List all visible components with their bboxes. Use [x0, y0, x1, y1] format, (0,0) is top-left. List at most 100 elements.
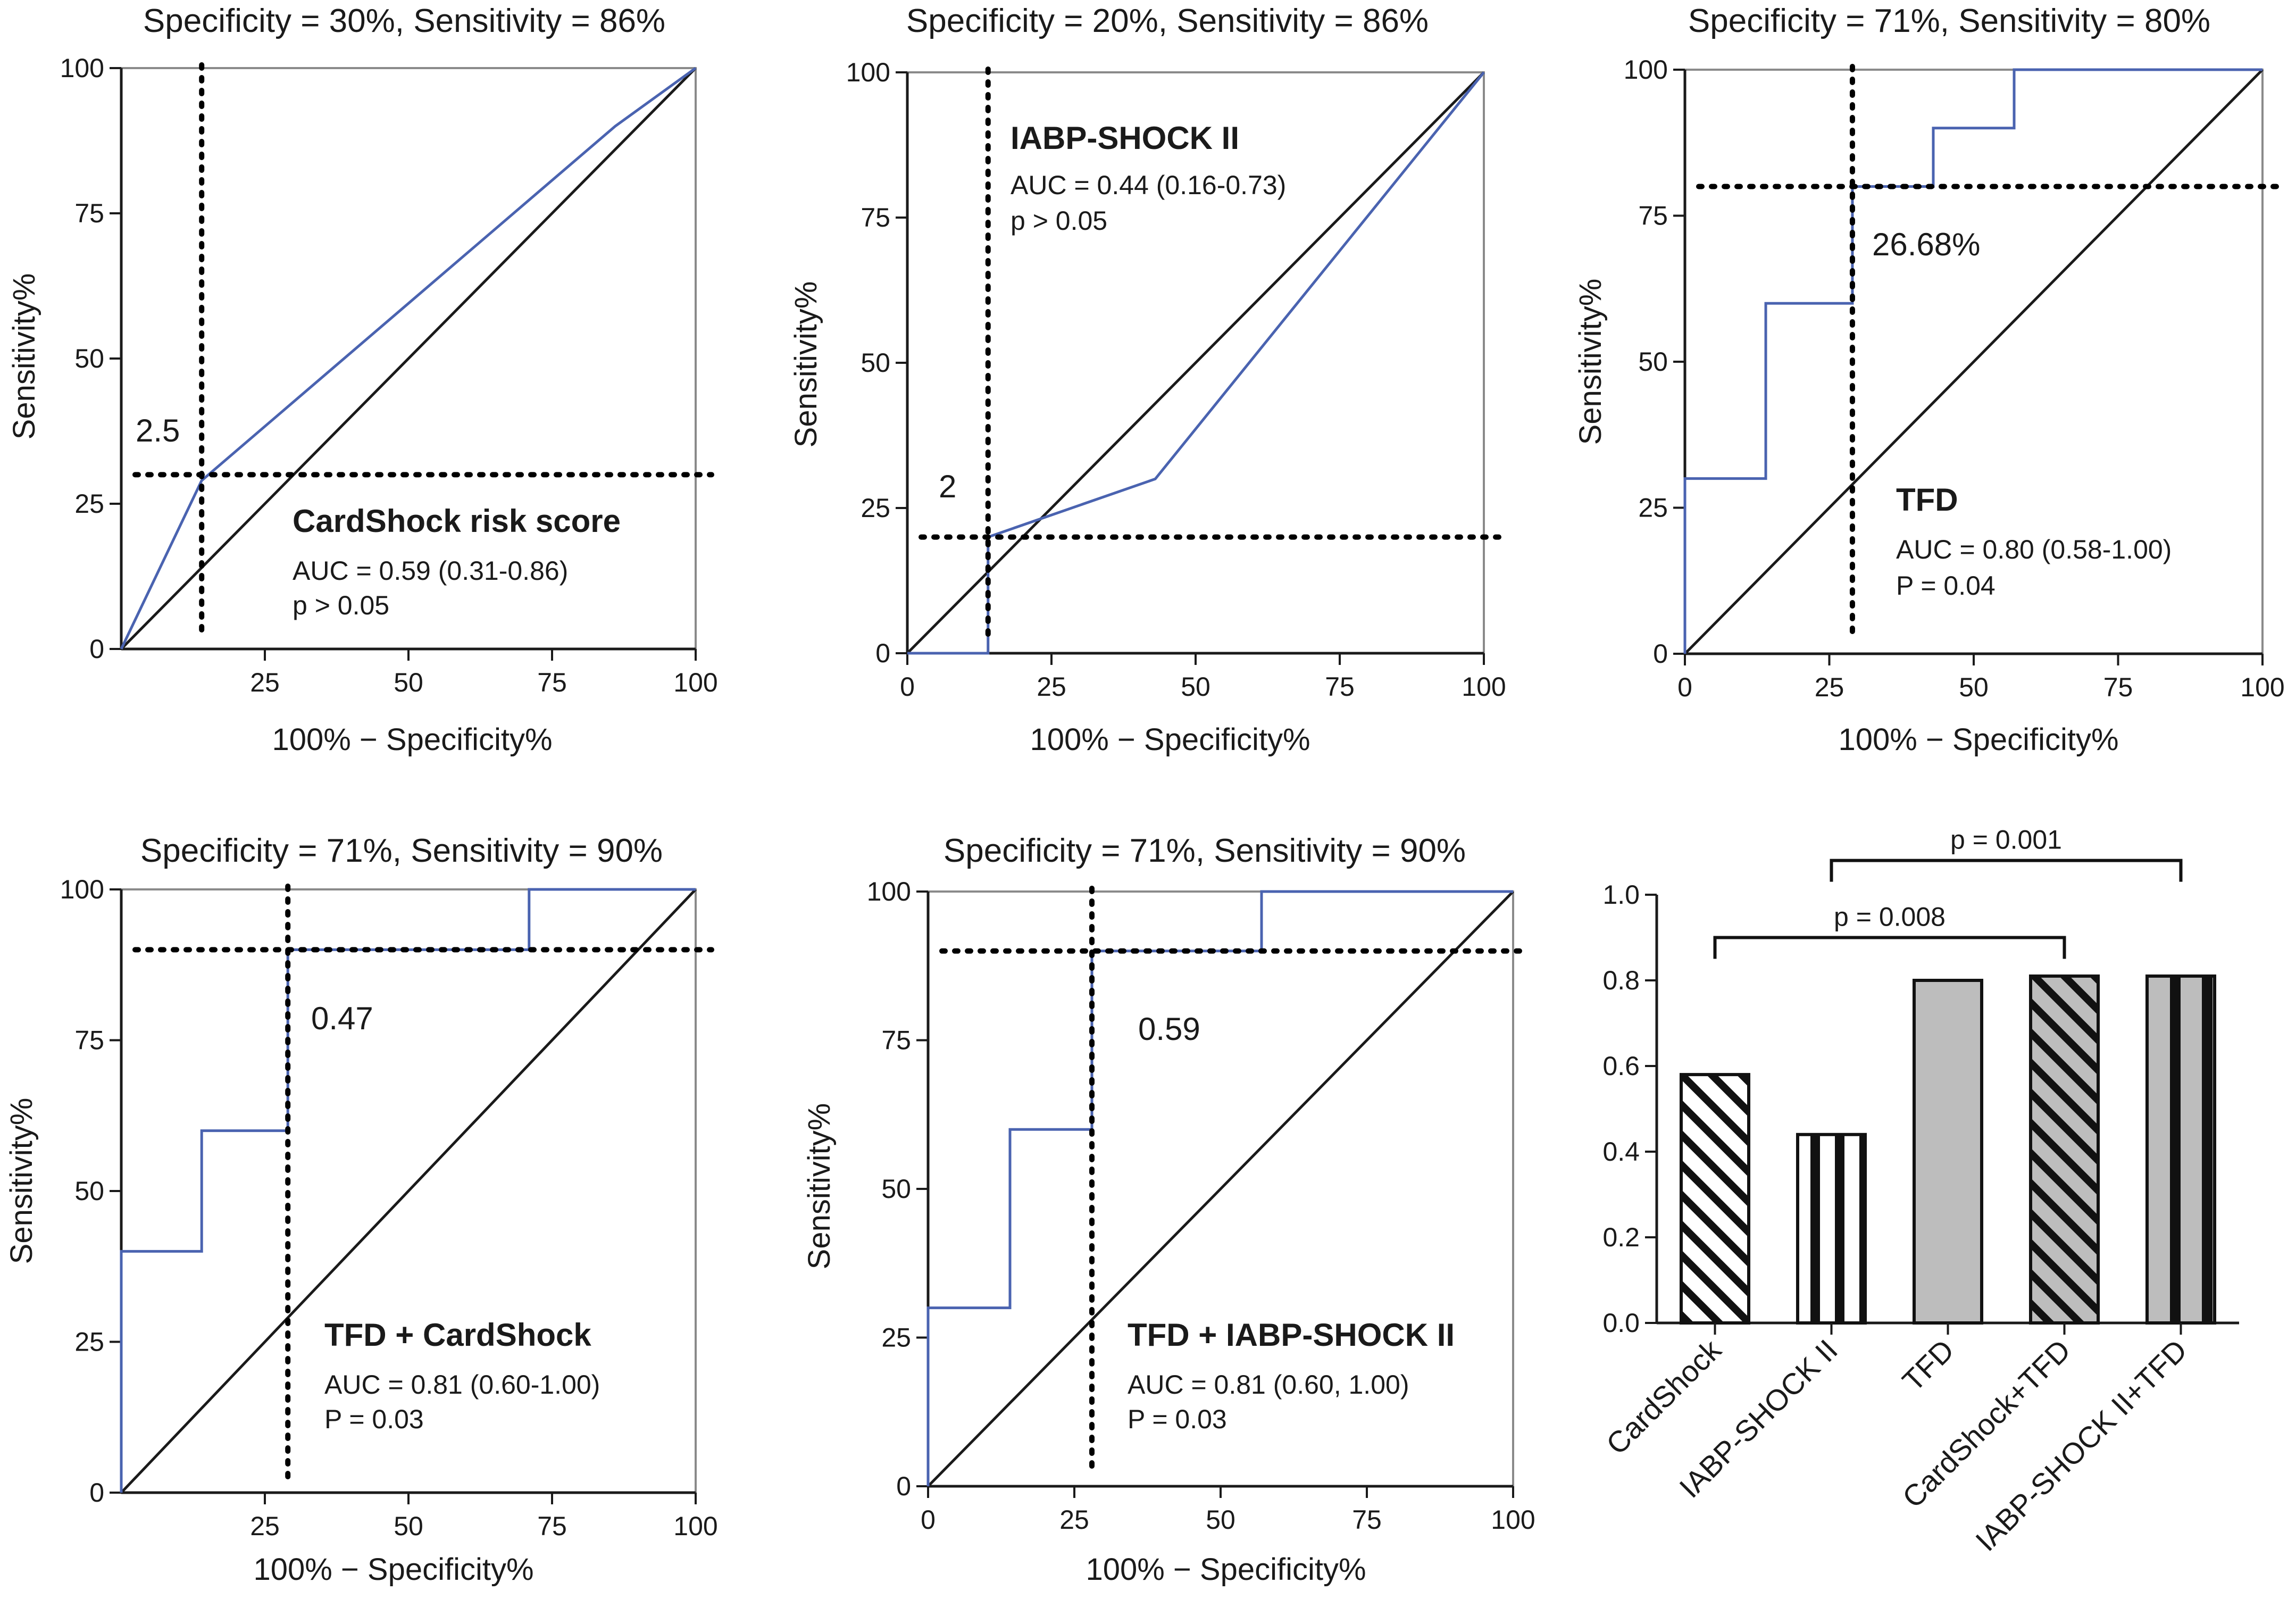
- x-tick-label: 25: [250, 1511, 280, 1541]
- auc-bar-chart: 0.0 0.2 0.4 0.6 0.8 1.0 CardShock IABP-SHOCK II…: [1600, 825, 2239, 1558]
- x-tick-label: 75: [537, 668, 567, 697]
- x-tick-label: 75: [537, 1511, 567, 1541]
- bar: [1679, 1073, 1751, 1325]
- bar: [2145, 974, 2217, 1325]
- y-tick-label: 50: [881, 1174, 911, 1204]
- x-tick-label: 25: [1037, 672, 1066, 702]
- reference-diagonal: [906, 71, 1485, 654]
- y-tick-label: 50: [74, 1176, 104, 1206]
- cutoff-label: 2.5: [136, 413, 180, 448]
- y-tick-label: 25: [1638, 493, 1668, 523]
- panel-name: TFD: [1896, 482, 1958, 518]
- p-value-label: p > 0.05: [293, 590, 389, 620]
- y-axis-label: Sensitivity%: [7, 273, 41, 440]
- reference-diagonal: [120, 888, 697, 1494]
- p-value-label: p > 0.05: [1011, 206, 1107, 236]
- p-value-label: p = 0.001: [1950, 825, 2062, 855]
- x-tick-label: 50: [1206, 1505, 1235, 1535]
- y-tick-label: 50: [74, 344, 104, 373]
- category-label: IABP-SHOCK II+TFD: [1969, 1333, 2193, 1558]
- x-tick-label: 25: [1815, 672, 1844, 702]
- x-tick-label: 0: [921, 1505, 936, 1535]
- y-tick-label: 0: [1653, 639, 1668, 669]
- y-tick-label: 50: [1638, 347, 1668, 377]
- x-axis-label: 100% − Specificity%: [1030, 722, 1310, 757]
- roc-panel-tfd: Specificity = 71%, Sensitivity = 80% 0 25…: [1573, 3, 2285, 757]
- cutoff-label: 0.47: [311, 1001, 373, 1036]
- reference-diagonal: [1684, 69, 2264, 655]
- y-tick-label: 75: [861, 203, 890, 232]
- x-tick-label: 50: [1181, 672, 1210, 702]
- y-tick-label: 0: [89, 634, 104, 664]
- bar: [1912, 979, 1984, 1325]
- y-tick-label: 50: [861, 348, 890, 378]
- x-tick-label: 50: [394, 668, 423, 697]
- y-tick-label: 1.0: [1602, 880, 1640, 910]
- cutoff-label: 0.59: [1138, 1011, 1200, 1047]
- panel-title: Specificity = 71%, Sensitivity = 90%: [140, 832, 663, 869]
- x-axis-label: 100% − Specificity%: [1838, 722, 2118, 757]
- panel-name: TFD + IABP-SHOCK II: [1128, 1317, 1455, 1353]
- y-tick-label: 0.8: [1602, 965, 1640, 995]
- x-tick-label: 0: [1677, 672, 1692, 702]
- y-tick-label: 75: [74, 198, 104, 228]
- plot-area: 0 25 50 75 100 25 50 75 100: [60, 875, 718, 1541]
- roc-panel-iabp: Specificity = 20%, Sensitivity = 86% 025…: [789, 3, 1506, 757]
- x-tick-label: 25: [250, 668, 280, 697]
- x-tick-label: 75: [1352, 1505, 1382, 1535]
- y-tick-label: 100: [846, 57, 890, 87]
- y-tick-label: 75: [881, 1026, 911, 1055]
- y-axis-label: Sensitivity%: [802, 1103, 837, 1270]
- plot-area: 0 25 50 75 100 0 25 50 75 100: [846, 57, 1506, 702]
- x-tick-label: 100: [673, 668, 717, 697]
- x-tick-label: 100: [1491, 1505, 1535, 1535]
- y-tick-label: 100: [60, 875, 104, 904]
- significance-bracket: [1713, 936, 2066, 959]
- p-value-label: P = 0.03: [1128, 1404, 1227, 1434]
- bar: [2028, 974, 2100, 1325]
- panel-name: IABP-SHOCK II: [1011, 120, 1239, 156]
- x-tick-label: 75: [2103, 672, 2133, 702]
- panel-title: Specificity = 30%, Sensitivity = 86%: [143, 3, 665, 39]
- roc-panel-cardshock: Specificity = 30%, Sensitivity = 86% 0 25…: [7, 3, 718, 757]
- panel-title: Specificity = 71%, Sensitivity = 80%: [1688, 3, 2210, 39]
- y-axis-label: Sensitivity%: [1573, 279, 1608, 445]
- x-axis-label: 100% − Specificity%: [1086, 1552, 1366, 1587]
- panel-name: CardShock risk score: [293, 503, 621, 539]
- p-value-label: p = 0.008: [1834, 902, 1946, 932]
- bar: [1796, 1133, 1867, 1325]
- y-tick-label: 0: [89, 1478, 104, 1508]
- category-label: TFD: [1896, 1333, 1960, 1398]
- y-axis-label: Sensitivity%: [789, 281, 823, 448]
- panel-name: TFD + CardShock: [324, 1317, 591, 1353]
- cutoff-label: 26.68%: [1872, 227, 1981, 262]
- plot-area: 0 25 50 75 100 25 50 75 100: [60, 53, 718, 697]
- panel-title: Specificity = 71%, Sensitivity = 90%: [944, 832, 1466, 869]
- plot-area: 0 25 50 75 100 0 25 50 75 100: [1624, 55, 2285, 702]
- y-tick-label: 100: [1624, 55, 1668, 85]
- y-tick-label: 75: [1638, 201, 1668, 231]
- auc-label: AUC = 0.59 (0.31-0.86): [293, 556, 568, 586]
- auc-label: AUC = 0.81 (0.60-1.00): [324, 1370, 600, 1400]
- x-tick-label: 100: [2240, 672, 2284, 702]
- auc-label: AUC = 0.44 (0.16-0.73): [1011, 170, 1286, 200]
- reference-diagonal: [927, 890, 1514, 1487]
- x-tick-label: 100: [1462, 672, 1506, 702]
- y-tick-label: 0: [896, 1471, 911, 1501]
- x-tick-label: 0: [900, 672, 915, 702]
- y-tick-label: 25: [74, 489, 104, 519]
- y-tick-label: 0.0: [1602, 1308, 1640, 1338]
- y-tick-label: 0.4: [1602, 1137, 1640, 1167]
- y-axis-label: Sensitivity%: [4, 1098, 39, 1264]
- p-value-label: P = 0.03: [324, 1404, 424, 1434]
- x-tick-label: 50: [1959, 672, 1989, 702]
- y-tick-label: 75: [74, 1026, 104, 1055]
- x-tick-label: 100: [673, 1511, 717, 1541]
- reference-diagonal: [120, 67, 697, 650]
- panel-title: Specificity = 20%, Sensitivity = 86%: [906, 3, 1429, 39]
- y-tick-label: 0: [875, 638, 890, 668]
- category-label: CardShock: [1600, 1333, 1728, 1461]
- x-axis-label: 100% − Specificity%: [253, 1552, 533, 1587]
- cutoff-label: 2: [939, 469, 956, 504]
